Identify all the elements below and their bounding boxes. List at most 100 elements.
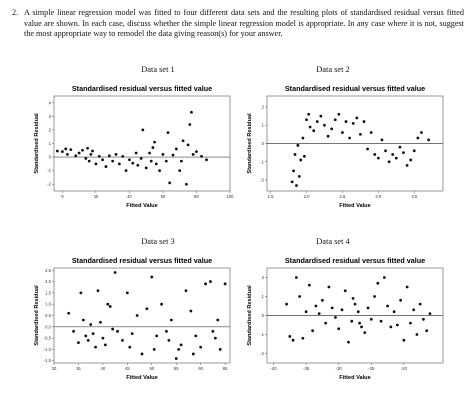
- x-tick-label: 40: [101, 366, 106, 371]
- data-point: [343, 289, 347, 293]
- data-point: [111, 159, 115, 163]
- question-number: 2.: [12, 8, 19, 17]
- residual-plot-data-set-1: Standardised residual versus fitted valu…: [34, 84, 234, 209]
- question-block: 2. A simple linear regression model was …: [12, 8, 464, 40]
- question-text: A simple linear regression model was fit…: [24, 8, 464, 39]
- data-point: [315, 120, 319, 123]
- x-tick-label: 60: [198, 366, 203, 371]
- data-point: [91, 149, 94, 153]
- data-point: [177, 348, 181, 351]
- data-point: [167, 338, 171, 342]
- data-point: [89, 152, 93, 156]
- data-point: [106, 302, 110, 306]
- data-point: [140, 352, 144, 356]
- data-point: [373, 295, 376, 298]
- data-point: [327, 285, 331, 289]
- y-tick-label: -2: [47, 182, 51, 187]
- data-point: [107, 154, 111, 158]
- y-tick-label: 0: [49, 155, 52, 160]
- data-point: [164, 159, 168, 163]
- y-tick-label: 3: [49, 114, 52, 119]
- data-point: [392, 310, 396, 314]
- data-point: [307, 112, 311, 116]
- y-tick-label: 1.5: [45, 290, 51, 295]
- data-point: [174, 147, 178, 151]
- chart-title: Standardised residual versus fitted valu…: [72, 84, 212, 93]
- data-point: [291, 338, 295, 342]
- data-point: [418, 302, 422, 306]
- x-tick-label: 35: [76, 366, 81, 371]
- y-tick-label: 4: [49, 100, 52, 105]
- data-point: [151, 146, 155, 149]
- data-point: [131, 161, 135, 165]
- data-point: [334, 316, 337, 319]
- data-point: [297, 174, 301, 178]
- data-point: [395, 323, 399, 327]
- data-point: [321, 298, 324, 302]
- x-axis-label: Fitted Value: [126, 375, 157, 381]
- data-point: [420, 131, 423, 134]
- x-tick-label: -35: [303, 366, 310, 371]
- data-point: [213, 336, 217, 340]
- data-point: [135, 314, 139, 317]
- data-point: [181, 139, 185, 143]
- data-point: [150, 275, 154, 279]
- data-point: [209, 280, 212, 283]
- data-point: [355, 116, 359, 120]
- data-set-2-label: Data set 2: [316, 65, 350, 74]
- data-set-1-label: Data set 1: [141, 65, 175, 74]
- data-point: [168, 181, 172, 185]
- data-point: [108, 305, 112, 308]
- y-tick-label: 2.5: [45, 268, 51, 273]
- y-tick-label: 0: [262, 313, 265, 318]
- x-tick-label: -30: [336, 366, 343, 371]
- data-point: [111, 327, 115, 331]
- data-point: [366, 147, 369, 151]
- data-point: [178, 169, 182, 173]
- data-point: [81, 148, 84, 152]
- data-point: [285, 302, 288, 306]
- x-tick-label: 2.0: [304, 194, 310, 199]
- data-point: [382, 276, 386, 279]
- data-point: [136, 163, 140, 167]
- data-point: [428, 312, 432, 315]
- data-point: [341, 131, 344, 134]
- data-point: [191, 152, 195, 156]
- data-point: [295, 184, 298, 187]
- data-point: [174, 357, 178, 360]
- data-point: [60, 150, 64, 154]
- data-point: [195, 150, 198, 154]
- data-point: [363, 331, 367, 334]
- data-point: [298, 295, 301, 298]
- data-point: [301, 136, 305, 140]
- data-set-3-label: Data set 3: [141, 237, 175, 246]
- data-point: [79, 291, 83, 295]
- data-point: [302, 154, 306, 158]
- data-point: [347, 340, 350, 344]
- data-point: [205, 158, 208, 162]
- data-point: [373, 153, 377, 156]
- data-point: [326, 134, 330, 138]
- data-point: [353, 302, 357, 306]
- data-point: [103, 343, 107, 347]
- data-point: [67, 311, 71, 315]
- data-point: [416, 136, 420, 140]
- x-tick-label: 80: [194, 194, 199, 199]
- data-point: [333, 118, 337, 122]
- data-point: [72, 329, 75, 333]
- chart-title: Standardised residual versus fitted valu…: [285, 84, 425, 93]
- chart-title: Standardised residual versus fitted valu…: [72, 256, 212, 265]
- y-axis-label: Standardised Residual: [247, 113, 253, 174]
- data-point: [191, 352, 195, 356]
- x-tick-label: -40: [270, 366, 277, 371]
- data-point: [348, 136, 352, 140]
- data-point: [412, 308, 416, 312]
- data-point: [391, 153, 395, 156]
- data-point: [369, 131, 373, 134]
- y-tick-label: 0.0: [45, 324, 51, 329]
- x-axis-label: Fitted Value: [126, 203, 157, 209]
- x-tick-label: 30: [52, 366, 57, 371]
- data-point: [376, 281, 380, 285]
- x-tick-label: 65: [223, 366, 228, 371]
- y-tick-label: -1.5: [44, 358, 52, 363]
